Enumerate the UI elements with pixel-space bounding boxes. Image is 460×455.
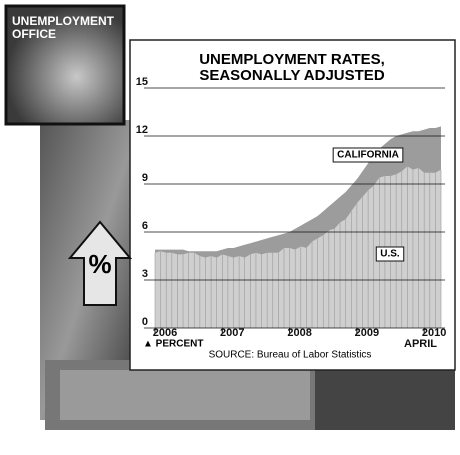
badge-text: OFFICE (12, 27, 56, 41)
photo-crowd (315, 362, 455, 430)
y-tick-label: 0 (142, 316, 148, 328)
area (155, 166, 441, 328)
y-axis-label: ▲ PERCENT (143, 339, 203, 350)
y-tick-label: 3 (142, 268, 148, 280)
legend-label: U.S. (380, 249, 400, 260)
y-tick-label: 12 (136, 124, 148, 136)
y-tick-label: 6 (142, 220, 148, 232)
source: SOURCE: Bureau of Labor Statistics (209, 350, 372, 361)
chart-title: SEASONALLY ADJUSTED (199, 67, 384, 84)
legend-label: CALIFORNIA (337, 150, 399, 161)
x-tick-label: 2009 (355, 327, 379, 339)
arrow-label: % (88, 249, 111, 279)
badge-text: UNEMPLOYMENT (12, 14, 115, 28)
x-tick-label: 2010 (422, 327, 446, 339)
legend-box (375, 246, 405, 262)
x-tick-label: 2006 (153, 327, 177, 339)
up-arrow (67, 220, 133, 306)
x-tick-label: 2007 (220, 327, 244, 339)
end-label: APRIL (404, 338, 437, 350)
legend-box (332, 147, 404, 163)
badge (4, 4, 126, 126)
x-tick-label: 2008 (287, 327, 311, 339)
y-tick-label: 9 (142, 172, 148, 184)
chart-title: UNEMPLOYMENT RATES, (199, 51, 385, 68)
photo-legs (60, 370, 310, 420)
y-tick-label: 15 (136, 76, 148, 88)
